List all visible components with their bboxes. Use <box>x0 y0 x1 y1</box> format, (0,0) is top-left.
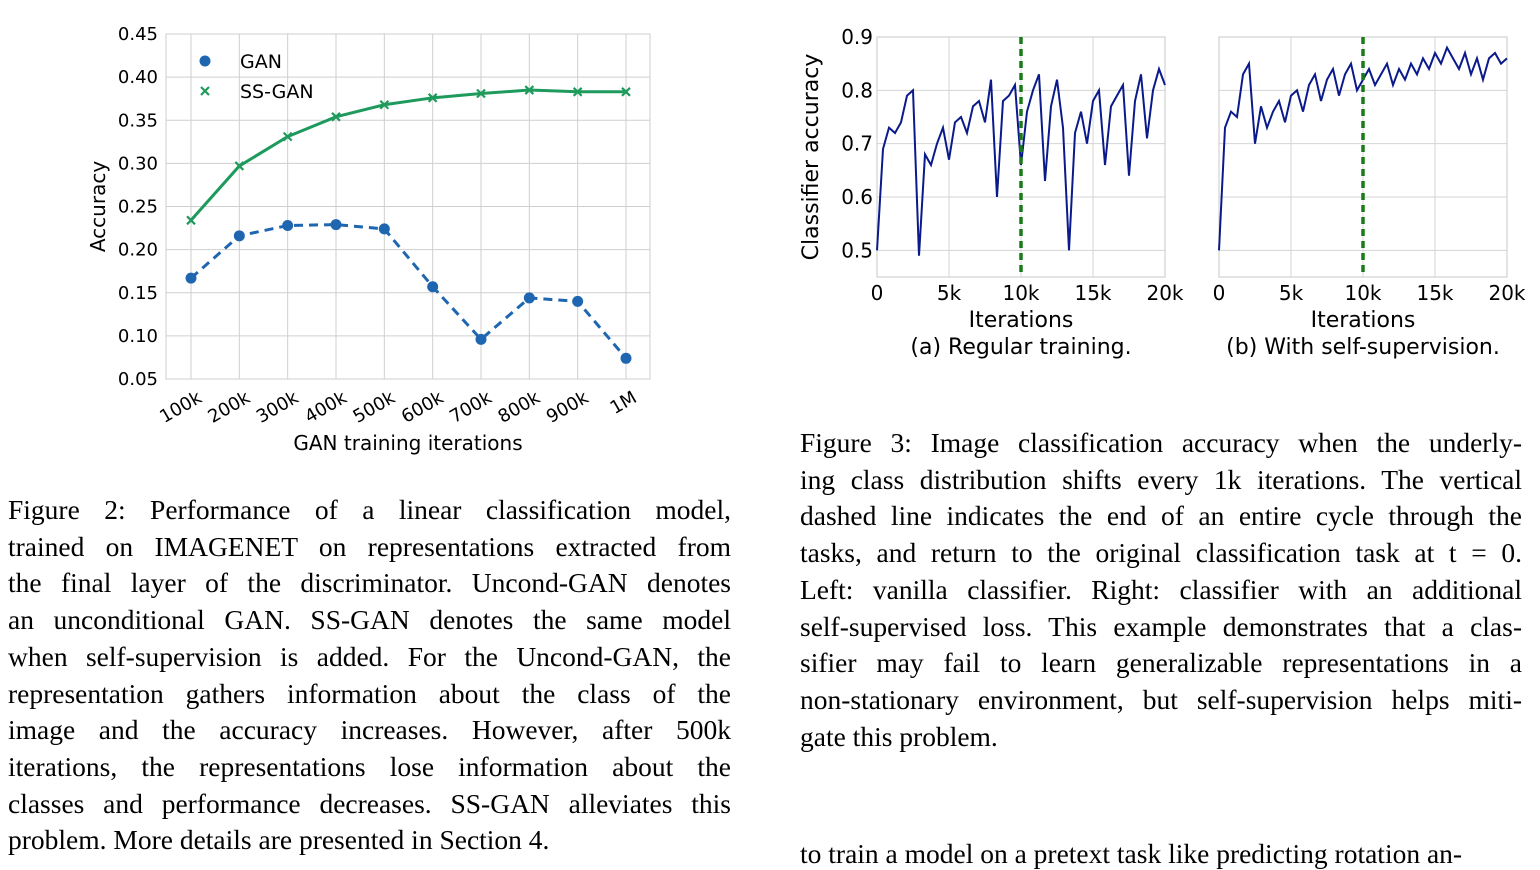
x-tick-label: 300k <box>253 387 303 428</box>
x-tick-label: 100k <box>156 387 206 428</box>
x-tick-label: 700k <box>446 387 496 428</box>
data-point-gan <box>427 281 439 293</box>
data-point-ss-gan <box>186 215 196 226</box>
data-point-gan <box>185 272 197 284</box>
data-point-ss-gan <box>572 87 583 97</box>
y-tick-label: 0.7 <box>841 132 873 156</box>
y-tick-label: 0.45 <box>118 24 158 45</box>
caption-line: the final layer of the discriminator. Un… <box>8 567 731 599</box>
data-point-ss-gan <box>282 131 293 142</box>
data-point-gan <box>378 223 390 235</box>
data-point-ss-gan <box>621 87 631 97</box>
x-tick-label: 15k <box>1074 281 1111 305</box>
figure-2-caption: Figure 2: Performance of a linear classi… <box>8 492 731 859</box>
x-tick-label: 1M <box>607 387 641 419</box>
caption-line: Figure 3: Image classification accuracy … <box>800 427 1522 458</box>
legend-label: GAN <box>240 51 282 73</box>
caption-line: gate this problem. <box>800 720 998 752</box>
data-point-ss-gan <box>427 93 438 103</box>
y-tick-label: 0.40 <box>118 67 158 88</box>
caption-line: sifier may fail to learn generalizable r… <box>800 647 1522 679</box>
data-point-gan <box>523 292 535 304</box>
data-point-ss-gan <box>234 161 245 171</box>
x-tick-label: 200k <box>205 387 255 428</box>
series-line-ss-gan <box>189 88 626 222</box>
x-axis-label: Iterations <box>969 308 1074 333</box>
y-tick-label: 0.15 <box>118 283 158 304</box>
x-tick-label: 500k <box>350 387 400 428</box>
x-tick-label: 20k <box>1146 281 1183 305</box>
x-tick-label: 400k <box>301 387 351 428</box>
figure-3a-chart: 0 5k 10k 15k 20k 0.5 0.6 0.7 0.8 0.9 Classifier ac… <box>799 25 1184 360</box>
caption-line: Figure 2: Performance of a linear classi… <box>8 494 731 525</box>
caption-line: non-stationary environment, but self-sup… <box>800 683 1522 715</box>
legend-marker-ss-gan <box>200 86 210 96</box>
body-text-next: to train a model on a pretext task like … <box>800 838 1463 869</box>
caption-line: tasks, and return to the original classi… <box>800 537 1522 569</box>
y-tick-label: 0.10 <box>118 326 158 347</box>
legend-label: SS-GAN <box>240 81 314 103</box>
data-point-gan <box>330 219 342 231</box>
data-point-ss-gan <box>379 99 390 110</box>
x-axis-label: GAN training iterations <box>293 431 522 455</box>
caption-line: image and the accuracy increases. Howeve… <box>8 714 731 746</box>
y-tick-label: 0.5 <box>841 238 873 262</box>
data-point-gan <box>572 295 584 307</box>
data-point-gan <box>620 352 632 364</box>
figure-3b-chart: 0 5k 10k 15k 20k Iterations(b) With self-supe… <box>1213 36 1526 360</box>
caption-line: representation gathers information about… <box>8 677 731 709</box>
caption-line: iterations, the representations lose inf… <box>8 750 731 782</box>
y-tick-label: 0.25 <box>118 197 158 218</box>
figure-2-chart: 0.05 0.10 0.15 0.20 0.25 0.30 0.35 0.40 0.45 100k… <box>86 24 651 455</box>
caption-line: trained on IMAGENET on representations e… <box>8 530 731 562</box>
y-tick-label: 0.20 <box>118 240 158 261</box>
y-tick-label: 0.30 <box>118 153 158 174</box>
data-point-gan <box>233 230 245 242</box>
x-axis-label: Iterations <box>1311 308 1416 333</box>
legend-marker-gan <box>199 55 211 67</box>
figure-3-caption: Figure 3: Image classification accuracy … <box>800 425 1522 755</box>
subfigure-caption: (b) With self-supervision. <box>1226 335 1500 360</box>
x-tick-label: 10k <box>1344 281 1381 305</box>
caption-line: an unconditional GAN. SS-GAN denotes the… <box>8 604 731 636</box>
x-tick-label: 800k <box>495 387 545 428</box>
y-tick-label: 0.6 <box>841 185 873 209</box>
series-line-gan <box>190 223 628 360</box>
data-point-ss-gan <box>524 85 535 95</box>
x-tick-label: 600k <box>398 387 448 428</box>
caption-line: dashed line indicates the end of an enti… <box>800 500 1522 532</box>
y-axis-label: Classifier accuracy <box>799 54 824 261</box>
y-tick-label: 0.8 <box>841 78 873 102</box>
x-tick-label: 15k <box>1416 281 1453 305</box>
x-tick-label: 10k <box>1002 281 1039 305</box>
y-tick-label: 0.05 <box>118 369 158 390</box>
caption-line: problem. More details are presented in S… <box>8 824 550 856</box>
x-tick-label: 5k <box>937 281 962 305</box>
data-point-ss-gan <box>476 88 486 99</box>
caption-line: when self-supervision is added. For the … <box>8 640 731 672</box>
y-tick-label: 0.35 <box>118 110 158 131</box>
series-line-accuracy <box>876 65 1166 256</box>
x-tick-label: 20k <box>1488 281 1525 305</box>
x-tick-label: 900k <box>543 387 593 428</box>
data-point-gan <box>475 333 487 345</box>
caption-line: ing class distribution shifts every 1k i… <box>800 463 1522 495</box>
caption-line: Left: vanilla classifier. Right: classif… <box>800 573 1522 605</box>
caption-line: self-supervised loss. This example demon… <box>800 610 1522 642</box>
x-tick-label: 0 <box>1213 281 1226 305</box>
y-tick-label: 0.9 <box>841 25 873 49</box>
x-tick-label: 5k <box>1279 281 1304 305</box>
subfigure-caption: (a) Regular training. <box>910 335 1131 360</box>
plot-frame <box>165 33 651 380</box>
x-tick-label: 0 <box>871 281 884 305</box>
data-point-gan <box>282 219 294 231</box>
data-point-ss-gan <box>331 112 341 122</box>
caption-line: classes and performance decreases. SS-GA… <box>8 787 731 819</box>
y-axis-label: Accuracy <box>86 161 110 252</box>
